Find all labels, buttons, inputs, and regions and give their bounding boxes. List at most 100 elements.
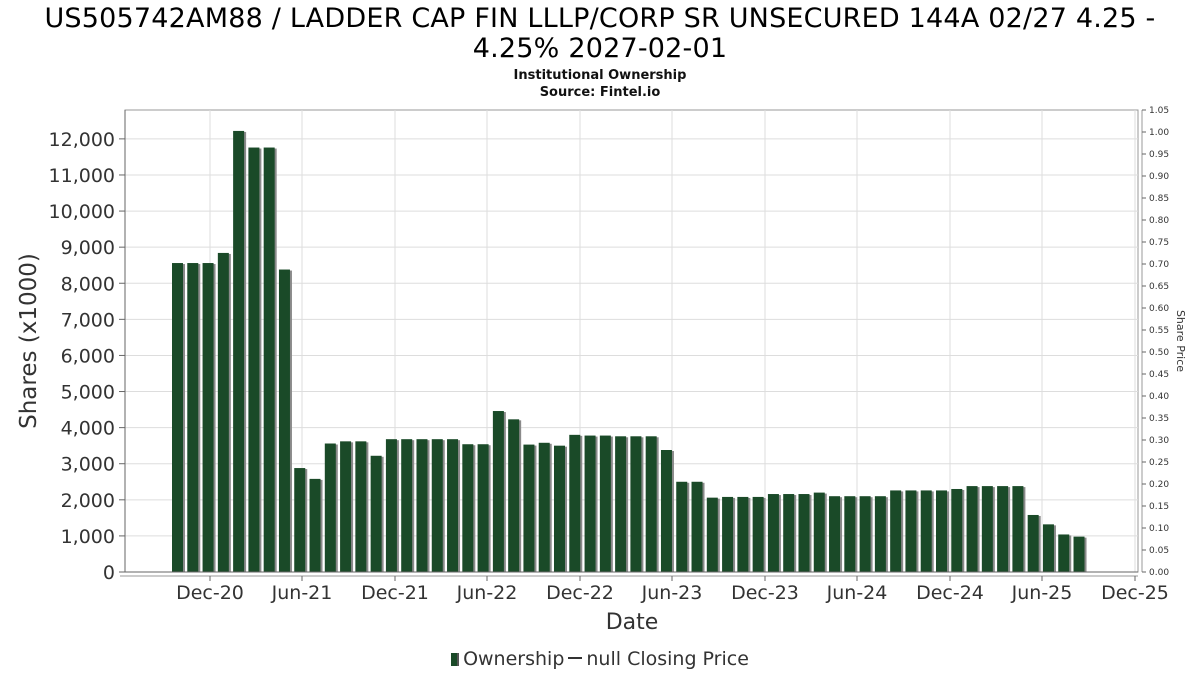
ownership-bar (920, 490, 932, 572)
price-legend-label: null Closing Price (586, 648, 749, 670)
ownership-bar (477, 444, 489, 572)
y-axis-label: Shares (x1000) (16, 253, 42, 429)
y-tick-label: 5,000 (61, 382, 115, 404)
y2-tick-label: 0.65 (1149, 282, 1169, 292)
ownership-bar (294, 468, 306, 572)
y-tick-label: 3,000 (61, 454, 115, 476)
y2-tick-label: 0.35 (1149, 414, 1169, 424)
ownership-bar (645, 436, 657, 572)
ownership-bar (172, 263, 183, 572)
chart-title: US505742AM88 / LADDER CAP FIN LLLP/CORP … (0, 4, 1200, 64)
ownership-bar (416, 439, 428, 572)
ownership-bar (324, 443, 336, 572)
chart-title-line2: 4.25% 2027-02-01 (472, 33, 728, 64)
y-tick-label: 1,000 (61, 526, 115, 548)
y2-tick-label: 0.50 (1149, 348, 1169, 358)
x-tick-label: Jun-24 (826, 582, 888, 604)
ownership-bar (217, 252, 229, 572)
y2-tick-label: 0.55 (1149, 326, 1169, 336)
ownership-bar (492, 411, 504, 572)
ownership-bar (691, 481, 703, 572)
y2-tick-label: 0.90 (1149, 172, 1169, 182)
y2-tick-label: 0.80 (1149, 216, 1169, 226)
x-tick-label: Dec-23 (731, 582, 799, 604)
y-tick-label: 0 (103, 562, 115, 584)
ownership-bar (584, 435, 596, 572)
y2-tick-label: 1.00 (1149, 128, 1169, 138)
ownership-bar (966, 486, 978, 572)
ownership-bar (278, 269, 290, 572)
y2-tick-label: 0.15 (1149, 502, 1169, 512)
ownership-bar (829, 496, 841, 572)
y2-tick-label: 0.00 (1149, 568, 1169, 578)
ownership-bar (722, 496, 734, 572)
ownership-bar (340, 441, 352, 572)
y2-tick-label: 0.60 (1149, 304, 1169, 314)
x-tick-label: Dec-20 (176, 582, 244, 604)
y-tick-label: 8,000 (61, 273, 115, 295)
x-tick-label: Dec-24 (916, 582, 984, 604)
ownership-bar (1027, 514, 1039, 572)
chart-title-line1: US505742AM88 / LADDER CAP FIN LLLP/CORP … (44, 3, 1156, 34)
x-tick-label: Jun-23 (641, 582, 703, 604)
ownership-bar (309, 478, 321, 572)
ownership-bar (462, 444, 474, 572)
ownership-bar (890, 490, 902, 572)
ownership-bar (874, 496, 886, 572)
chart-subtitle: Institutional Ownership (513, 68, 687, 83)
x-tick-label: Jun-21 (271, 582, 333, 604)
x-axis-label: Date (606, 610, 659, 635)
ownership-bar (813, 492, 825, 572)
y2-axis-label: Share Price (1174, 310, 1187, 372)
ownership-bar (844, 496, 856, 572)
ownership-bar (599, 435, 611, 572)
ownership-bar (401, 439, 413, 572)
ownership-bar (630, 436, 642, 572)
y-tick-label: 4,000 (61, 418, 115, 440)
chart-source: Source: Fintel.io (539, 85, 661, 100)
ownership-bar (859, 496, 871, 572)
y-tick-label: 7,000 (61, 309, 115, 331)
ownership-bar (538, 442, 550, 572)
y2-tick-label: 0.20 (1149, 480, 1169, 490)
y2-tick-label: 0.25 (1149, 458, 1169, 468)
y-tick-label: 12,000 (49, 129, 115, 151)
ownership-bar (1058, 534, 1070, 572)
x-tick-label: Jun-25 (1011, 582, 1073, 604)
y2-tick-label: 1.05 (1149, 106, 1169, 116)
y2-tick-label: 0.30 (1149, 436, 1169, 446)
y-tick-label: 6,000 (61, 345, 115, 367)
y-tick-label: 10,000 (49, 201, 115, 223)
y2-tick-label: 0.85 (1149, 194, 1169, 204)
ownership-bar (248, 147, 260, 572)
x-tick-label: Dec-21 (361, 582, 429, 604)
ownership-legend-swatch (451, 653, 460, 666)
ownership-bar (1012, 486, 1024, 572)
x-tick-label: Dec-22 (546, 582, 614, 604)
ownership-bar (447, 439, 459, 572)
ownership-bar (370, 455, 382, 572)
ownership-bar (385, 439, 397, 572)
ownership-legend-label: Ownership (463, 648, 565, 670)
y2-tick-label: 0.45 (1149, 370, 1169, 380)
y-tick-label: 9,000 (61, 237, 115, 259)
y2-tick-label: 0.70 (1149, 260, 1169, 270)
ownership-bar (997, 486, 1009, 572)
ownership-bar (508, 419, 520, 572)
ownership-bar (554, 445, 565, 572)
ownership-bar (936, 490, 947, 572)
ownership-bar (706, 497, 718, 572)
ownership-bar (752, 496, 764, 572)
ownership-bar (569, 434, 581, 572)
ownership-bar (737, 496, 749, 572)
ownership-bar (187, 263, 199, 572)
ownership-bar (1042, 524, 1054, 572)
y-tick-label: 11,000 (49, 165, 115, 187)
ownership-bar (263, 147, 275, 572)
y2-tick-label: 0.05 (1149, 546, 1169, 556)
ownership-bar (523, 444, 535, 572)
y2-tick-label: 0.75 (1149, 238, 1169, 248)
ownership-bar (798, 494, 810, 572)
ownership-bar (676, 481, 688, 572)
